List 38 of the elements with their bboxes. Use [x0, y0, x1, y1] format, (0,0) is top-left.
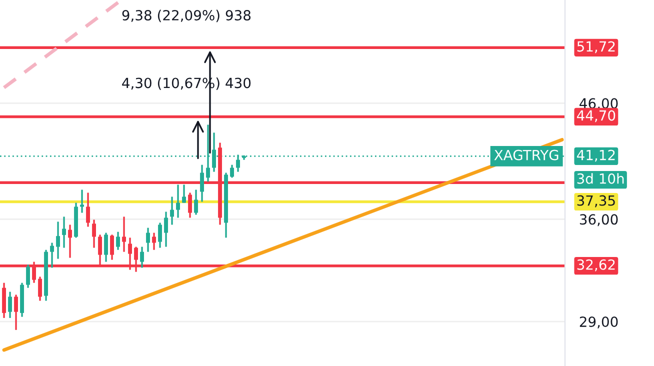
candlestick: [152, 232, 156, 251]
ref-line-label: 32,62: [577, 259, 615, 272]
candlestick: [68, 224, 72, 259]
ref-line-label: 37,35: [577, 195, 615, 208]
candlestick: [194, 188, 198, 216]
candlestick: [170, 196, 174, 226]
candlestick: [158, 222, 162, 249]
candlestick: [146, 226, 150, 253]
candlestick: [38, 276, 42, 302]
candlestick: [236, 154, 240, 173]
candlestick: [116, 231, 120, 251]
ref-line-label: 44,70: [576, 110, 616, 122]
candlestick: [122, 216, 126, 253]
text: 3d 10h: [577, 173, 624, 184]
candlestick: [200, 164, 204, 203]
candlestick: [104, 232, 108, 263]
annotation: 9,38 (22,09%) 938: [122, 10, 251, 22]
candlestick: [182, 184, 186, 204]
candlestick: [140, 246, 144, 269]
candlestick: [50, 242, 54, 269]
candlestick: [230, 164, 234, 178]
candlestick: [26, 264, 30, 289]
ref-line-label: 51,72: [577, 41, 615, 54]
candlestick: [176, 184, 180, 219]
y-tick-label: 36,00: [580, 214, 618, 226]
candlestick: [56, 220, 60, 260]
candlestick: [92, 218, 96, 249]
candlestick: [110, 234, 114, 261]
candlestick: [14, 294, 18, 331]
ref-line-label: 41,12: [576, 150, 615, 162]
candlestick: [80, 188, 84, 214]
annotation: XAGTRYG: [494, 150, 558, 160]
candlestick: [62, 216, 66, 249]
y-tick-label: 29,00: [580, 316, 618, 328]
candlestick: [164, 210, 168, 248]
candlestick: [8, 290, 12, 319]
candlestick: [188, 192, 192, 219]
candlestick: [86, 192, 90, 228]
